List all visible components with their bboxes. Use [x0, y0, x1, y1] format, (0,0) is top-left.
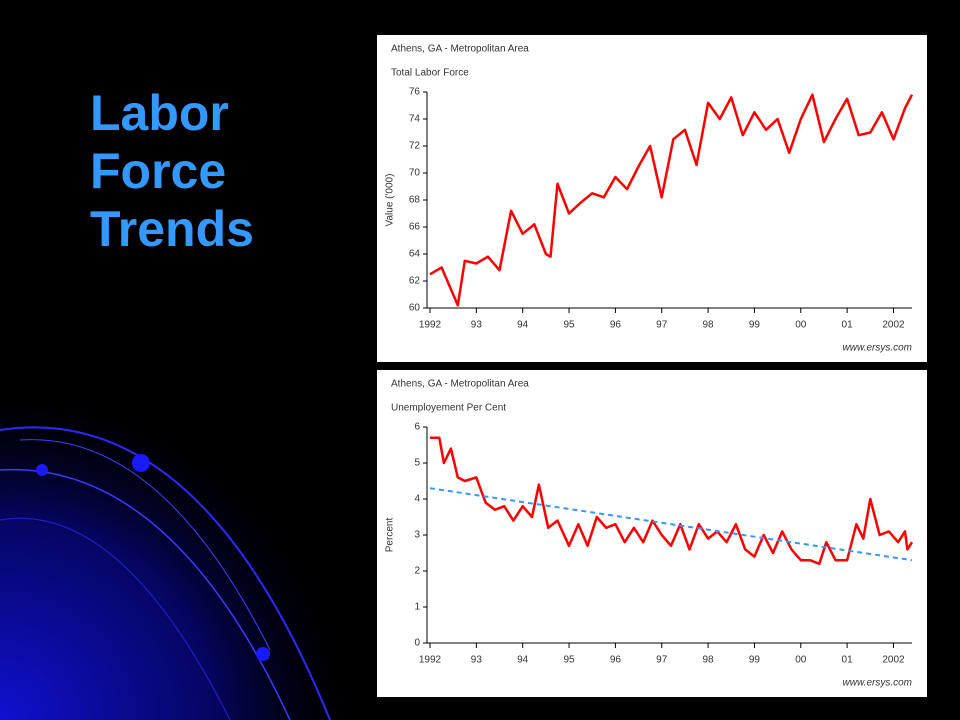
x-tick-label: 01: [842, 320, 854, 331]
chart-panel: [377, 370, 927, 697]
x-tick-label: 1992: [419, 320, 442, 331]
series-line: [430, 436, 914, 566]
source-label: www.ersys.com: [843, 678, 912, 689]
x-tick-label: 95: [563, 655, 575, 666]
decoration: [0, 380, 360, 720]
x-tick-label: 96: [610, 655, 622, 666]
x-tick-label: 94: [517, 320, 529, 331]
chart-panel: [377, 35, 927, 362]
y-tick-label: 72: [409, 141, 421, 152]
x-tick-label: 97: [656, 320, 668, 331]
y-tick-label: 6: [414, 422, 420, 433]
x-tick-label: 96: [610, 320, 622, 331]
x-tick-label: 99: [749, 655, 761, 666]
x-tick-label: 99: [749, 320, 761, 331]
y-axis-label: Value ('000): [385, 174, 396, 227]
x-tick-label: 98: [703, 655, 715, 666]
x-tick-label: 94: [517, 655, 529, 666]
x-tick-label: 95: [563, 320, 575, 331]
y-tick-label: 0: [414, 638, 420, 649]
x-tick-label: 2002: [882, 320, 905, 331]
chart-subtitle: Total Labor Force: [391, 68, 469, 79]
series-line: [429, 93, 914, 307]
series-line: [429, 487, 913, 562]
y-tick-label: 2: [414, 566, 420, 577]
y-tick-label: 64: [409, 249, 421, 260]
y-tick-label: 1: [414, 602, 420, 613]
y-tick-label: 3: [414, 530, 420, 541]
x-tick-label: 93: [471, 655, 483, 666]
y-tick-label: 66: [409, 222, 421, 233]
slide-title: Labor Force Trends: [90, 85, 254, 257]
y-tick-label: 68: [409, 195, 421, 206]
y-axis-label: Percent: [385, 518, 396, 553]
chart-subtitle: Unemployement Per Cent: [391, 403, 506, 414]
y-tick-label: 70: [409, 168, 421, 179]
x-tick-label: 01: [842, 655, 854, 666]
y-tick-label: 4: [414, 494, 420, 505]
y-tick-label: 60: [409, 303, 421, 314]
chart-title: Athens, GA - Metropolitan Area: [391, 379, 529, 390]
x-tick-label: 2002: [882, 655, 905, 666]
y-tick-label: 76: [409, 87, 421, 98]
y-tick-label: 74: [409, 114, 421, 125]
x-tick-label: 00: [795, 655, 807, 666]
x-tick-label: 1992: [419, 655, 442, 666]
x-tick-label: 97: [656, 655, 668, 666]
x-tick-label: 98: [703, 320, 715, 331]
source-label: www.ersys.com: [843, 343, 912, 354]
y-tick-label: 62: [409, 276, 421, 287]
x-tick-label: 93: [471, 320, 483, 331]
chart-title: Athens, GA - Metropolitan Area: [391, 44, 529, 55]
y-tick-label: 5: [414, 458, 420, 469]
x-tick-label: 00: [795, 320, 807, 331]
